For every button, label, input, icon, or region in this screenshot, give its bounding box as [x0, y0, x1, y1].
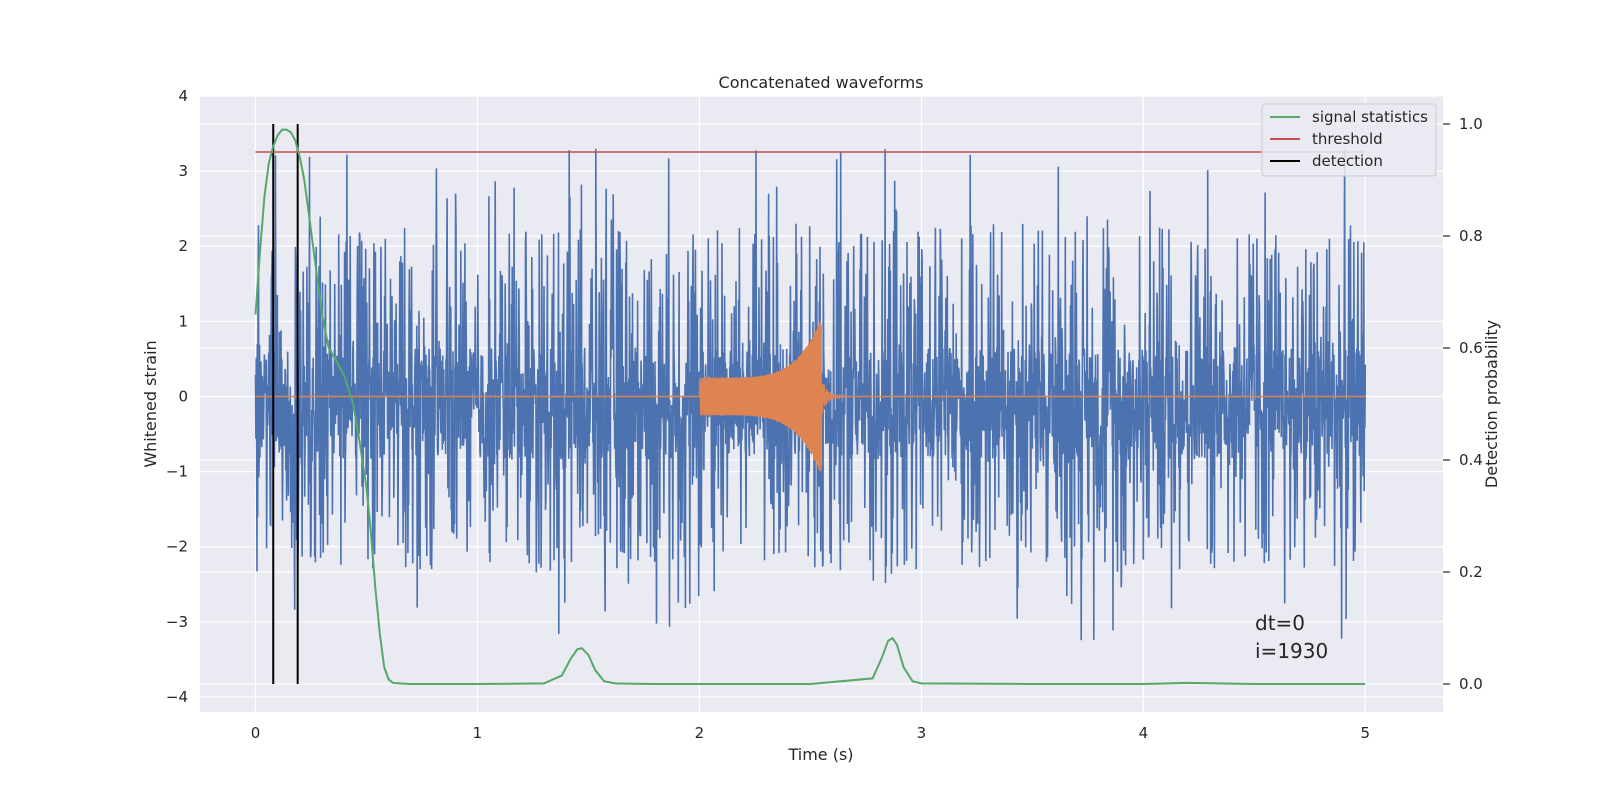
x-axis-ticks: 0 1 2 3 4 5	[251, 724, 1370, 742]
y-tick-label: 0	[178, 387, 188, 405]
x-tick-label: 4	[1139, 724, 1149, 742]
x-axis-label: Time (s)	[787, 745, 853, 764]
y-axis-label: Whitened strain	[141, 340, 160, 467]
y2-tick-label: 0.2	[1459, 563, 1483, 581]
x-tick-label: 0	[251, 724, 261, 742]
legend-label-signal-statistics: signal statistics	[1312, 108, 1428, 126]
y-tick-label: 3	[178, 162, 188, 180]
legend-label-threshold: threshold	[1312, 130, 1383, 148]
legend-box	[1261, 103, 1437, 177]
y-tick-label: 2	[178, 237, 188, 255]
y2-tick-label: 1.0	[1459, 115, 1483, 133]
y-tick-label: −1	[166, 463, 188, 481]
waveform-series-line	[255, 321, 1366, 472]
y-tick-label: −2	[166, 538, 188, 556]
annotation-index: i=1930	[1255, 639, 1328, 663]
y-tick-label: 1	[178, 312, 188, 330]
y-axis-ticks: −4 −3 −2 −1 0 1 2 3 4	[166, 87, 188, 706]
y2-axis-label: Detection probability	[1482, 320, 1501, 488]
x-tick-label: 1	[473, 724, 483, 742]
y-tick-label: −3	[166, 613, 188, 631]
y2-tick-label: 0.8	[1459, 227, 1483, 245]
signal-statistics-line	[254, 128, 1366, 685]
x-tick-label: 5	[1361, 724, 1371, 742]
chart-title: Concatenated waveforms	[719, 73, 924, 92]
x-tick-label: 2	[695, 724, 705, 742]
y2-tick-label: 0.0	[1459, 675, 1483, 693]
annotation-dt: dt=0	[1255, 611, 1305, 635]
legend-label-detection: detection	[1312, 152, 1383, 170]
y-tick-label: −4	[166, 688, 188, 706]
detection-lines	[272, 124, 299, 684]
legend: signal statistics threshold detection	[1261, 103, 1437, 177]
y2-axis-ticks: 0.0 0.2 0.4 0.6 0.8 1.0	[1443, 115, 1483, 693]
y2-tick-label: 0.6	[1459, 339, 1483, 357]
x-tick-label: 3	[917, 724, 927, 742]
y2-tick-label: 0.4	[1459, 451, 1483, 469]
y-tick-label: 4	[178, 87, 188, 105]
